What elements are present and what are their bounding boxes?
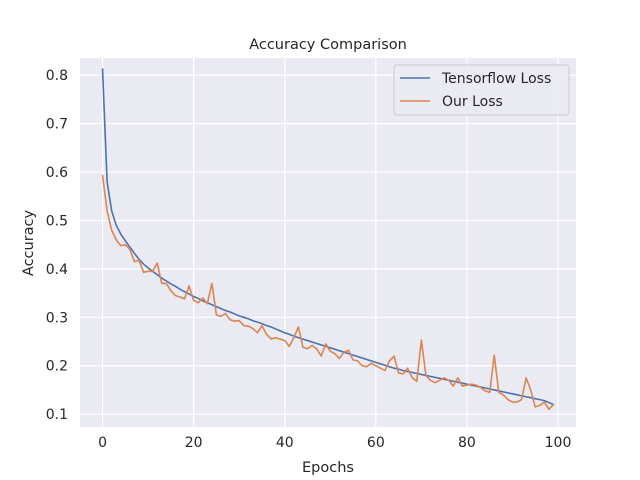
x-tick-labels: 0 20 40 60 80 100 xyxy=(98,435,571,451)
legend: Tensorflow Loss Our Loss xyxy=(393,64,570,116)
legend-label-ours: Our Loss xyxy=(442,94,503,110)
y-tick-label: 0.2 xyxy=(46,359,68,375)
chart-title: Accuracy Comparison xyxy=(249,37,407,53)
y-tick-label: 0.8 xyxy=(46,68,68,84)
series-layer xyxy=(101,68,555,411)
x-axis-label: Epochs xyxy=(302,460,354,476)
series-line-our-loss xyxy=(101,174,555,411)
y-tick-label: 0.6 xyxy=(46,165,68,181)
y-gridlines xyxy=(80,74,576,415)
y-tick-label: 0.7 xyxy=(46,117,68,133)
x-tick-label: 100 xyxy=(545,435,572,451)
y-tick-labels: 0.1 0.2 0.3 0.4 0.5 0.6 0.7 0.8 xyxy=(46,68,68,423)
legend-label-tensorflow: Tensorflow Loss xyxy=(441,71,551,87)
y-tick-label: 0.1 xyxy=(46,407,68,423)
legend-box xyxy=(393,64,570,116)
x-tick-label: 20 xyxy=(185,435,203,451)
x-tick-label: 40 xyxy=(276,435,294,451)
x-tick-label: 0 xyxy=(98,435,107,451)
y-tick-label: 0.3 xyxy=(46,310,68,326)
x-tick-label: 80 xyxy=(458,435,476,451)
x-tick-label: 60 xyxy=(367,435,385,451)
y-axis-label: Accuracy xyxy=(21,209,37,276)
y-tick-label: 0.5 xyxy=(46,213,68,229)
y-tick-label: 0.4 xyxy=(46,262,68,278)
